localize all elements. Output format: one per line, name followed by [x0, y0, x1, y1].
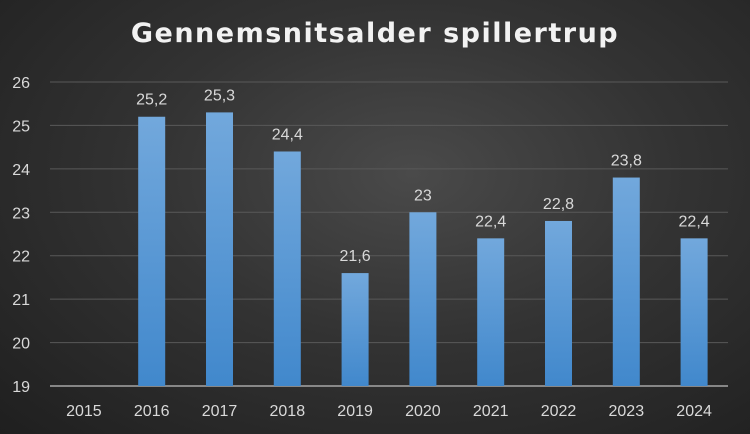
data-label: 22,4 [679, 213, 710, 230]
data-label: 23,8 [611, 153, 642, 170]
data-label: 25,2 [136, 92, 167, 109]
chart-title: Gennemsnitsalder spillertrup [130, 18, 620, 49]
x-tick-label: 2020 [405, 403, 441, 420]
x-tick-label: 2023 [609, 403, 645, 420]
data-label: 22,8 [543, 196, 574, 213]
x-tick-label: 2019 [337, 403, 373, 420]
y-tick-label: 23 [12, 205, 30, 222]
bar-2023 [612, 177, 640, 386]
bar-2021 [477, 238, 505, 386]
x-tick-label: 2015 [66, 403, 102, 420]
x-tick-label: 2024 [676, 403, 712, 420]
bar-2020 [409, 212, 437, 386]
x-tick-label: 2021 [473, 403, 509, 420]
x-tick-label: 2022 [541, 403, 577, 420]
bar-2024 [680, 238, 708, 386]
bar-2016 [138, 116, 166, 386]
x-tick-label: 2018 [270, 403, 306, 420]
bar-2022 [545, 220, 572, 386]
y-tick-label: 25 [12, 118, 30, 135]
x-tick-label: 2016 [134, 403, 170, 420]
y-tick-label: 20 [12, 336, 30, 353]
y-tick-label: 26 [12, 75, 30, 92]
bar-2017 [206, 112, 233, 387]
y-tick-label: 19 [12, 379, 30, 396]
data-label: 23 [414, 187, 432, 204]
data-label: 24,4 [272, 126, 303, 143]
data-label: 25,3 [204, 87, 235, 104]
x-tick-label: 2017 [202, 403, 238, 420]
bar-2019 [341, 273, 369, 386]
y-tick-label: 24 [12, 162, 30, 179]
data-label: 21,6 [340, 248, 371, 265]
y-tick-label: 22 [12, 249, 30, 266]
y-tick-label: 21 [12, 292, 30, 309]
bar-2018 [273, 151, 301, 386]
data-label: 22,4 [475, 213, 506, 230]
